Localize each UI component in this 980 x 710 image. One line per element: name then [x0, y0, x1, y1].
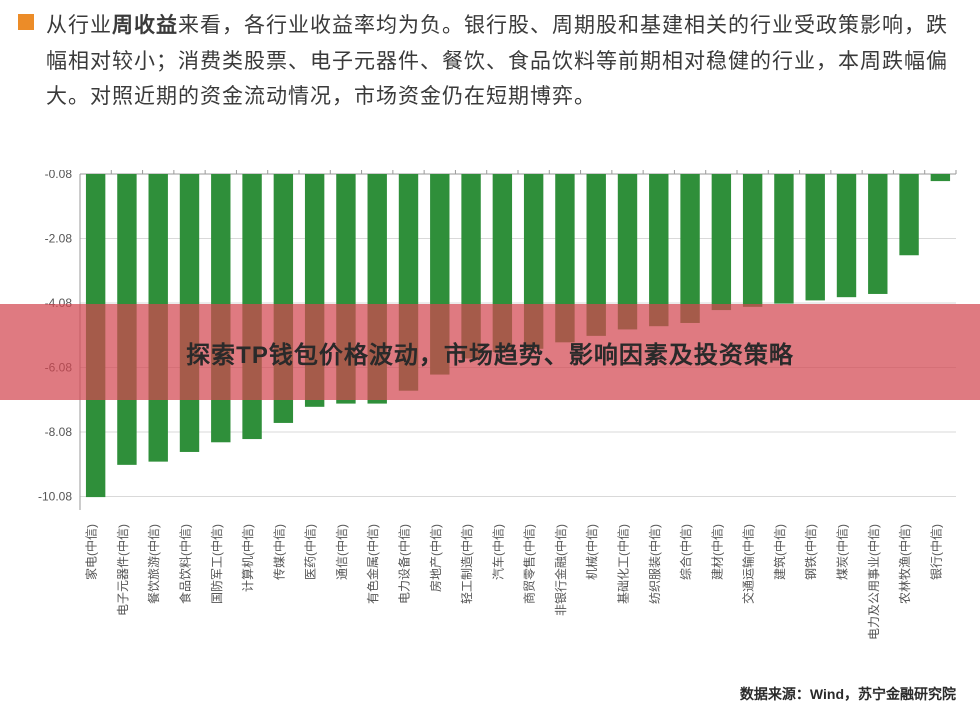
x-axis-label: 有色金属(中信) — [365, 524, 380, 604]
x-axis-label: 建筑(中信) — [772, 524, 787, 580]
header-pre: 从行业 — [46, 14, 112, 37]
x-axis-label: 建材(中信) — [709, 524, 724, 580]
x-axis-label: 煤炭(中信) — [835, 524, 850, 580]
x-axis-label: 汽车(中信) — [490, 524, 505, 580]
x-axis-label: 医药(中信) — [303, 524, 318, 580]
x-axis-label: 食品饮料(中信) — [178, 524, 193, 604]
bar — [743, 174, 762, 307]
x-axis-label: 电力设备(中信) — [397, 524, 412, 604]
x-axis-label: 计算机(中信) — [240, 524, 255, 592]
x-axis-label: 餐饮旅游(中信) — [146, 524, 161, 604]
x-axis-label: 传媒(中信) — [271, 524, 286, 580]
header-bold: 周收益 — [112, 14, 178, 37]
bar — [712, 174, 731, 310]
bar — [774, 174, 793, 304]
x-axis-label: 综合(中信) — [678, 524, 693, 580]
x-axis-label: 农林牧渔(中信) — [897, 524, 912, 604]
x-axis-label: 家电(中信) — [84, 524, 99, 580]
bar — [931, 174, 950, 181]
svg-text:-8.08: -8.08 — [45, 425, 73, 439]
bullet-icon — [18, 14, 34, 30]
source-note: 数据来源：Wind，苏宁金融研究院 — [740, 684, 956, 704]
x-axis-label: 银行(中信) — [928, 524, 943, 580]
bar — [837, 174, 856, 297]
header-block: 从行业周收益来看，各行业收益率均为负。银行股、周期股和基建相关的行业受政策影响，… — [0, 0, 980, 119]
bar — [680, 174, 699, 323]
header-post: 来看，各行业收益率均为负。银行股、周期股和基建相关的行业受政策影响，跌幅相对较小… — [46, 14, 948, 108]
x-axis-label: 机械(中信) — [584, 524, 599, 580]
header-paragraph: 从行业周收益来看，各行业收益率均为负。银行股、周期股和基建相关的行业受政策影响，… — [46, 8, 962, 115]
svg-text:-10.08: -10.08 — [38, 489, 72, 503]
svg-text:-0.08: -0.08 — [45, 170, 73, 181]
x-axis-label: 非银行金融(中信) — [553, 524, 568, 616]
x-axis-label: 房地产(中信) — [428, 524, 443, 592]
bar — [899, 174, 918, 255]
x-axis-label: 钢铁(中信) — [803, 524, 818, 580]
x-axis-label: 电子元器件(中信) — [115, 524, 130, 616]
svg-text:-2.08: -2.08 — [45, 231, 73, 245]
x-axis-label: 商贸零售(中信) — [522, 524, 537, 604]
x-axis-label: 电力及公用事业(中信) — [866, 524, 881, 640]
watermark-band: 探索TP钱包价格波动，市场趋势、影响因素及投资策略 — [0, 304, 980, 400]
x-axis-label: 轻工制造(中信) — [459, 524, 474, 604]
bar — [868, 174, 887, 294]
watermark-text: 探索TP钱包价格波动，市场趋势、影响因素及投资策略 — [186, 335, 794, 370]
x-axis-label: 国防军工(中信) — [209, 524, 224, 604]
x-axis-label: 基础化工(中信) — [616, 524, 631, 604]
x-axis-label: 交通运输(中信) — [741, 524, 756, 604]
x-axis-label: 纺织服装(中信) — [647, 524, 662, 604]
x-axis-label: 通信(中信) — [334, 524, 349, 580]
bar — [806, 174, 825, 300]
bar-chart: -0.08-2.08-4.08-6.08-8.08-10.08家电(中信)电子元… — [18, 170, 962, 675]
chart-container: -0.08-2.08-4.08-6.08-8.08-10.08家电(中信)电子元… — [18, 170, 962, 675]
